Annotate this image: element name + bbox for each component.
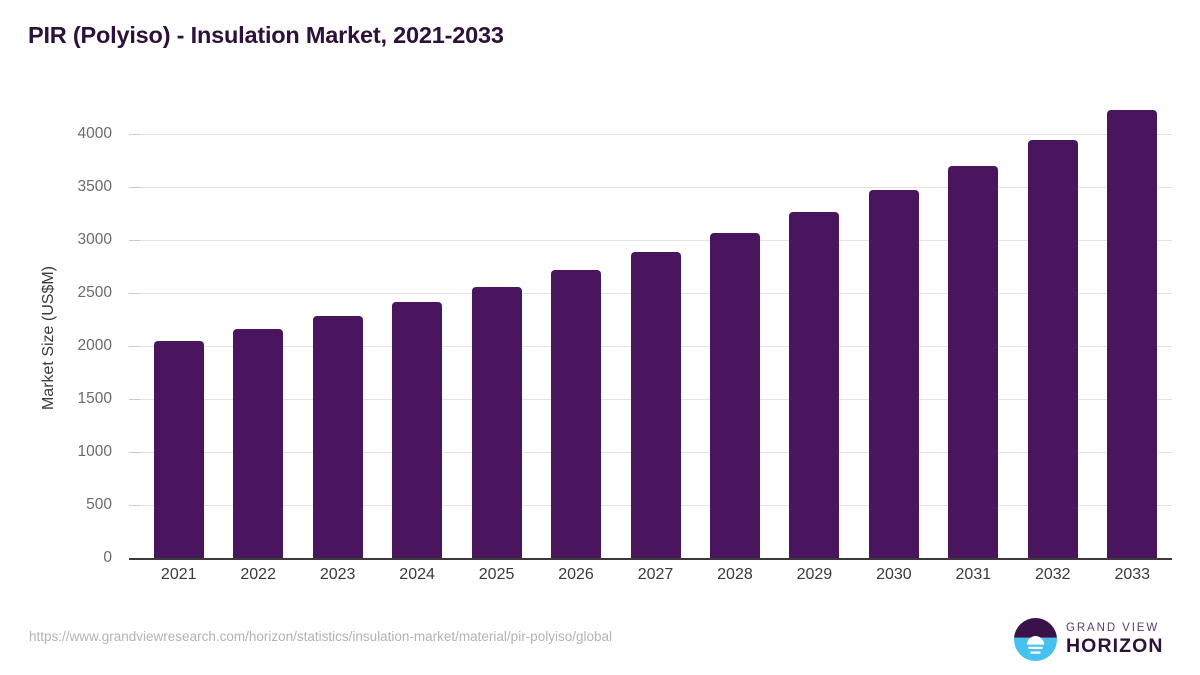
y-axis-tick-label: 500 bbox=[86, 496, 112, 513]
y-axis-tick bbox=[129, 293, 140, 294]
y-axis-tick-label: 2500 bbox=[77, 284, 112, 301]
x-axis-tick-label: 2021 bbox=[160, 566, 197, 583]
x-axis-tick-label: 2032 bbox=[1034, 566, 1071, 583]
gridline bbox=[139, 134, 1172, 135]
bar[interactable] bbox=[1107, 110, 1158, 558]
bar[interactable] bbox=[233, 329, 284, 558]
brand-name-top: GRAND VIEW bbox=[1066, 621, 1160, 634]
gridline bbox=[139, 187, 1172, 188]
bar[interactable] bbox=[153, 340, 204, 558]
y-axis-tick bbox=[129, 399, 140, 400]
bar[interactable] bbox=[551, 269, 602, 558]
bar[interactable] bbox=[630, 251, 681, 558]
x-axis-tick-label: 2023 bbox=[319, 566, 356, 583]
y-axis-tick-label: 0 bbox=[103, 549, 112, 566]
x-axis-tick-label: 2029 bbox=[796, 566, 833, 583]
x-axis-tick-label: 2022 bbox=[240, 566, 276, 583]
y-axis-tick-label: 3500 bbox=[77, 178, 112, 195]
x-axis-tick-label: 2033 bbox=[1114, 566, 1151, 583]
brand-logo-text: GRAND VIEW HORIZON bbox=[1066, 621, 1164, 657]
x-axis-tick-label: 2031 bbox=[955, 566, 992, 583]
bar[interactable] bbox=[789, 211, 840, 558]
y-axis-tick bbox=[129, 505, 140, 506]
y-axis-tick-labels: 0 500 1000 1500 2000 2500 3000 3500 4000 bbox=[0, 100, 120, 566]
y-axis-tick-label: 4000 bbox=[77, 125, 112, 142]
y-axis-tick bbox=[129, 452, 140, 453]
brand-logo: GRAND VIEW HORIZON bbox=[1014, 618, 1164, 661]
y-axis-tick-label: 1500 bbox=[77, 390, 112, 407]
x-axis-tick-label: 2027 bbox=[637, 566, 674, 583]
bar[interactable] bbox=[312, 316, 363, 558]
x-axis-tick-label: 2030 bbox=[876, 566, 912, 583]
x-axis-line bbox=[139, 558, 1172, 560]
source-url-text: https://www.grandviewresearch.com/horizo… bbox=[29, 629, 612, 644]
x-axis-tick-labels: 2021 2022 2023 2024 2025 2026 2027 2028 2029 2030… bbox=[139, 566, 1172, 596]
brand-name-bottom: HORIZON bbox=[1066, 635, 1164, 657]
y-axis-tick bbox=[129, 134, 140, 135]
bar[interactable] bbox=[471, 286, 522, 558]
gridline bbox=[139, 240, 1172, 241]
grand-view-horizon-logo-icon bbox=[1014, 618, 1057, 661]
bar[interactable] bbox=[868, 189, 919, 558]
bar-series bbox=[139, 100, 1172, 558]
x-axis-tick-label: 2025 bbox=[478, 566, 515, 583]
y-axis-tick-label: 1000 bbox=[77, 443, 112, 460]
x-axis-tick-label: 2026 bbox=[558, 566, 594, 583]
page-title: PIR (Polyiso) - Insulation Market, 2021-… bbox=[28, 22, 504, 48]
y-axis-tick bbox=[129, 187, 140, 188]
y-axis-tick-label: 3000 bbox=[77, 231, 112, 248]
bar[interactable] bbox=[392, 302, 443, 558]
y-axis-tick bbox=[129, 240, 140, 241]
y-axis-tick-label: 2000 bbox=[77, 337, 112, 354]
y-axis-tick bbox=[129, 558, 140, 560]
y-axis-title: Market Size (US$M) bbox=[40, 265, 57, 411]
plot-area bbox=[129, 100, 1172, 560]
x-axis-tick-label: 2024 bbox=[399, 566, 435, 583]
bar[interactable] bbox=[1027, 139, 1078, 558]
y-axis-tick bbox=[129, 346, 140, 347]
x-axis-tick-label: 2028 bbox=[717, 566, 753, 583]
bar[interactable] bbox=[948, 165, 999, 558]
bar[interactable] bbox=[709, 232, 760, 558]
